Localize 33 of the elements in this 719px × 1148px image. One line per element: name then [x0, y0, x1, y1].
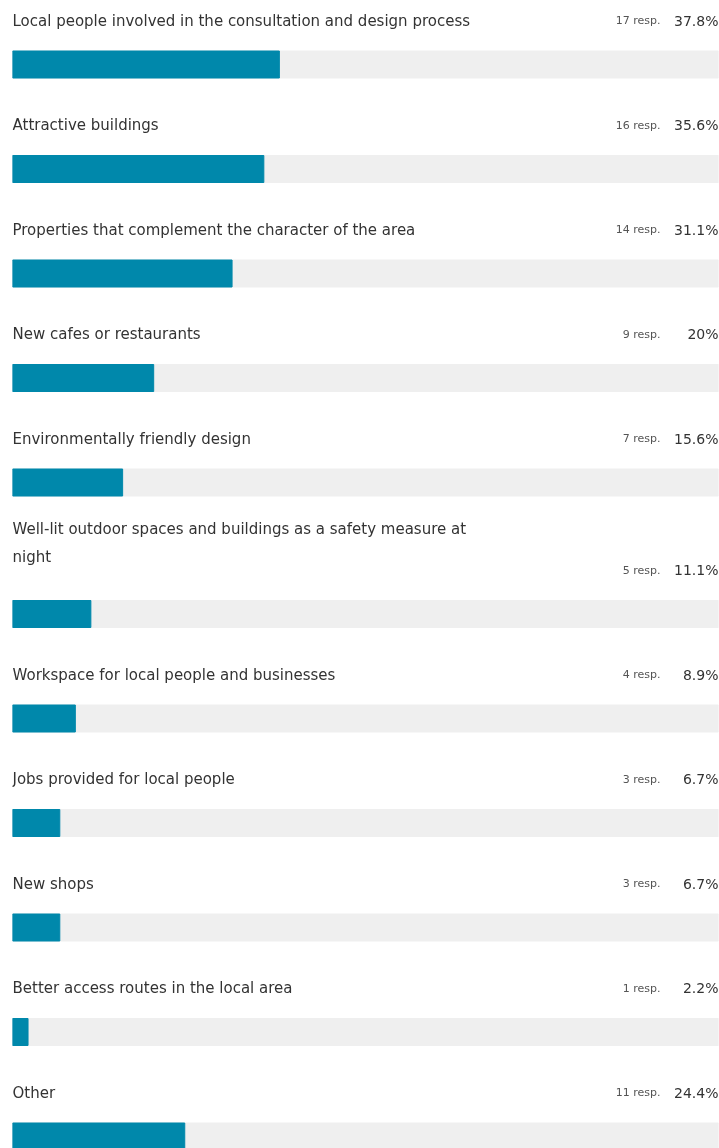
- annotation: 3 resp.: [622, 877, 661, 890]
- annotation: 1 resp.: [622, 981, 661, 995]
- annotation: 17 resp.: [615, 14, 661, 27]
- annotation: 9 resp.: [622, 327, 661, 341]
- data-label: 20%: [687, 326, 719, 342]
- annotation: 11 resp.: [615, 1086, 661, 1099]
- y-tick-label: Environmentally friendly design: [12, 429, 251, 448]
- y-tick-label: Better access routes in the local area: [12, 979, 293, 997]
- y-tick-label: New shops: [12, 874, 95, 893]
- y-tick-label: Jobs provided for local people: [11, 770, 235, 788]
- data-label: 35.6%: [674, 117, 719, 133]
- data-label: 6.7%: [682, 771, 719, 787]
- y-tick-label: New cafes or restaurants: [12, 325, 201, 343]
- data-label: 15.6%: [674, 430, 719, 447]
- data-label: 11.1%: [674, 562, 719, 578]
- y-tick-label: Other: [12, 1083, 56, 1102]
- data-label: 31.1%: [674, 221, 719, 238]
- y-tick-label: Well-lit outdoor spaces and buildings as a safety measure at night: [12, 519, 467, 567]
- data-label: 2.2%: [682, 980, 719, 996]
- data-label: 37.8%: [674, 12, 719, 29]
- y-tick-label: Properties that complement the character of the area: [12, 220, 416, 239]
- annotation: 14 resp.: [615, 223, 661, 236]
- annotation: 16 resp.: [615, 118, 661, 132]
- data-label: 8.9%: [682, 666, 719, 683]
- annotation: 4 resp.: [622, 668, 661, 681]
- y-tick-label: Local people involved in the consultation and design process: [12, 11, 471, 30]
- annotation: 5 resp.: [622, 563, 661, 577]
- annotation: 7 resp.: [622, 432, 661, 445]
- data-label: 6.7%: [682, 875, 719, 892]
- annotation: 3 resp.: [622, 772, 661, 786]
- data-label: 24.4%: [674, 1084, 719, 1101]
- y-tick-label: Attractive buildings: [12, 116, 159, 134]
- y-tick-label: Workspace for local people and businesses: [12, 665, 336, 684]
